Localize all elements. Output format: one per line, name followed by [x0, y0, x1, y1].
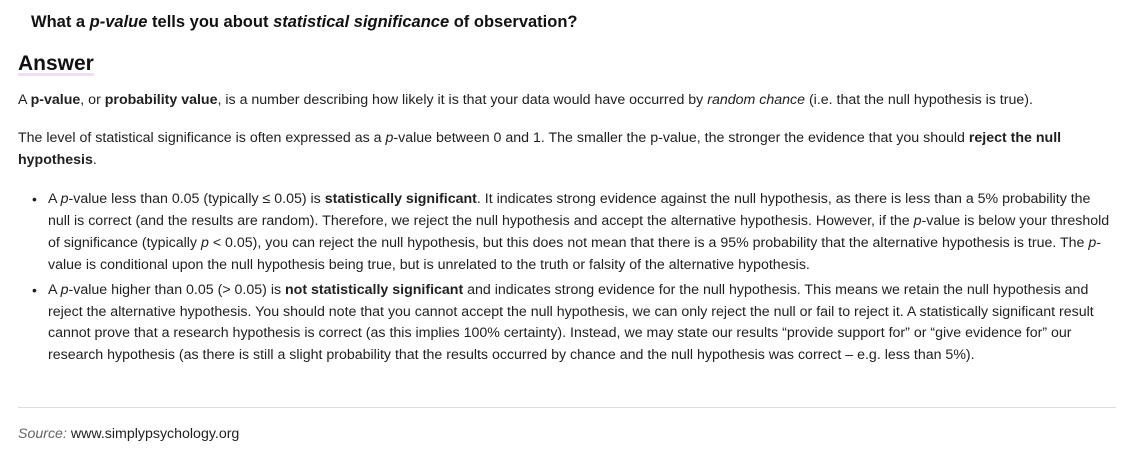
bullet-icon: •: [32, 191, 37, 207]
text-run: A: [18, 92, 31, 108]
text-run: -value between 0 and 1. The smaller the …: [393, 130, 969, 146]
text-run: A: [48, 191, 61, 207]
source-label: Source:: [18, 426, 67, 442]
list-item: • A p-value less than 0.05 (typically ≤ 0…: [18, 189, 1112, 277]
question-pvalue-term: p-value: [89, 13, 148, 31]
definition-paragraph: A p-value, or probability value, is a nu…: [18, 90, 1112, 112]
bold-term: probability value: [104, 92, 218, 108]
source-url: www.simplypsychology.org: [70, 426, 240, 442]
bold-term: statistically significant: [324, 191, 477, 207]
italic-term: p: [1088, 234, 1097, 251]
text-run: .: [92, 151, 97, 168]
bold-term: not statistically significant: [285, 281, 464, 298]
text-run: . It indicates strong evidence against t…: [48, 191, 1091, 229]
text-run: The level of statistical significance is…: [18, 130, 386, 146]
text-run: -value less than 0.05 (typically ≤ 0.05)…: [68, 191, 325, 207]
text-run: A: [48, 281, 61, 298]
bullet-list: • A p-value less than 0.05 (typically ≤ 0…: [18, 189, 1112, 370]
significance-paragraph: The level of statistical significance is…: [18, 128, 1112, 171]
text-run: , is a number describing how likely it i…: [217, 92, 708, 108]
question-text: tells you about: [147, 13, 274, 31]
text-run: < 0.05), you can reject the null hypothe…: [208, 234, 1089, 251]
italic-term: p: [913, 212, 922, 229]
italic-term: p: [200, 234, 209, 251]
bullet-icon: •: [32, 281, 37, 298]
text-run: and indicates strong evidence for the nu…: [48, 281, 1094, 364]
answer-heading: Answer: [18, 52, 94, 76]
text-run: -value higher than 0.05 (> 0.05) is: [68, 281, 286, 298]
list-item: • A p-value higher than 0.05 (> 0.05) is …: [18, 280, 1112, 368]
italic-term: random chance: [707, 92, 806, 108]
divider: [18, 407, 1116, 408]
bold-term: p-value: [30, 92, 81, 108]
bold-term: reject the null hypothesis: [18, 130, 1062, 168]
text-run: -value is below your threshold of signif…: [48, 212, 1110, 251]
text-run: (i.e. that the null hypothesis is true).: [805, 92, 1033, 108]
italic-term: p: [60, 191, 69, 207]
italic-term: p: [60, 281, 69, 298]
answer-heading-text: Answer: [18, 52, 94, 75]
text-run: , or: [80, 92, 105, 108]
text-run: -value is conditional upon the null hypo…: [48, 234, 1101, 273]
question-text: of observation?: [449, 13, 578, 31]
italic-term: p: [385, 130, 394, 146]
source-line: Source: www.simplypsychology.org: [18, 426, 239, 442]
question-text: What a: [31, 13, 90, 31]
question-significance-term: statistical significance: [273, 13, 450, 31]
question-title: What a p-value tells you about statistic…: [31, 13, 577, 32]
